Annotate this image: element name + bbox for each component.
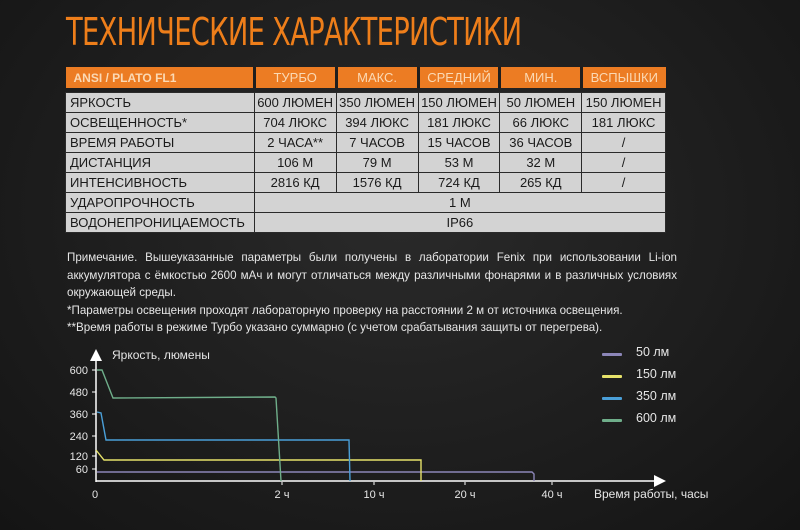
x-ticks: 0 2 ч 10 ч 20 ч 40 ч: [92, 482, 563, 501]
cell: 150 ЛЮМЕН: [581, 92, 666, 113]
svg-text:600: 600: [70, 365, 88, 377]
cell: 50 ЛЮМЕН: [499, 92, 583, 113]
table-row: ЯРКОСТЬ 600 ЛЮМЕН 350 ЛЮМЕН 150 ЛЮМЕН 50…: [65, 92, 666, 113]
series-600lm: [97, 369, 282, 482]
chart-legend: 50 лм 150 лм 350 лм 600 лм: [600, 345, 720, 433]
svg-text:0: 0: [92, 489, 98, 501]
row-label: ИНТЕНСИВНОСТЬ: [65, 172, 255, 193]
svg-text:480: 480: [70, 387, 88, 399]
table-row: ДИСТАНЦИЯ 106 М 79 М 53 М 32 М /: [65, 152, 666, 173]
header-turbo: ТУРБО: [254, 67, 338, 88]
spec-table: ANSI / PLATO FL1 ТУРБО МАКС. СРЕДНИЙ МИН…: [65, 67, 667, 233]
cell: 181 ЛЮКС: [581, 112, 666, 133]
cell: 66 ЛЮКС: [499, 112, 583, 133]
row-label: УДАРОПРОЧНОСТЬ: [65, 192, 255, 213]
cell: 265 КД: [499, 172, 583, 193]
cell: 1576 КД: [335, 172, 419, 193]
cell: 53 М: [417, 152, 501, 173]
cell: 2816 КД: [253, 172, 337, 193]
y-axis-arrow-icon: [90, 349, 102, 361]
table-row: УДАРОПРОЧНОСТЬ 1 М: [65, 192, 667, 213]
legend-item-350lm: 350 лм: [600, 389, 720, 411]
legend-swatch-icon: [602, 353, 622, 356]
y-axis-label: Яркость, люмены: [112, 348, 210, 362]
series-350lm: [96, 411, 351, 482]
row-label: ВОДОНЕПРОНИЦАЕМОСТЬ: [65, 212, 255, 233]
y-ticks: 600 480 360 240 120 60: [70, 365, 96, 476]
series-150lm: [95, 449, 422, 481]
cell: 32 М: [499, 152, 583, 173]
cell: /: [581, 132, 666, 153]
x-axis-label: Время работы, часы: [594, 487, 708, 501]
svg-text:2 ч: 2 ч: [275, 489, 290, 501]
x-axis: [96, 475, 666, 487]
svg-text:20 ч: 20 ч: [454, 489, 475, 501]
cell: 36 ЧАСОВ: [499, 132, 583, 153]
cell: 600 ЛЮМЕН: [253, 92, 337, 113]
cell: 2 ЧАСА**: [253, 132, 337, 153]
header-max: МАКС.: [336, 67, 420, 88]
legend-label: 50 лм: [636, 345, 670, 359]
runtime-chart: 600 480 360 240 120 60 0 2 ч 10 ч 20 ч 4…: [70, 348, 709, 501]
notes: Примечание. Вышеуказанные параметры были…: [67, 249, 677, 337]
legend-item-600lm: 600 лм: [600, 411, 720, 433]
cell: 350 ЛЮМЕН: [335, 92, 419, 113]
note-illuminance: *Параметры освещения проходят лабораторн…: [67, 303, 623, 317]
legend-swatch-icon: [602, 419, 622, 422]
svg-text:360: 360: [70, 409, 88, 421]
header-medium: СРЕДНИЙ: [418, 67, 502, 88]
legend-item-150lm: 150 лм: [600, 367, 720, 389]
merged-cell: IP66: [253, 212, 667, 233]
cell: 79 М: [335, 152, 419, 173]
svg-text:240: 240: [70, 431, 88, 443]
row-label: ДИСТАНЦИЯ: [65, 152, 255, 173]
legend-label: 600 лм: [636, 411, 677, 425]
svg-text:40 ч: 40 ч: [541, 489, 562, 501]
cell: 7 ЧАСОВ: [335, 132, 419, 153]
legend-label: 350 лм: [636, 389, 677, 403]
merged-cell: 1 М: [253, 192, 667, 213]
cell: 106 М: [253, 152, 337, 173]
y-axis: [90, 349, 102, 482]
cell: /: [581, 172, 666, 193]
x-axis-arrow-icon: [654, 475, 666, 487]
note-turbo: **Время работы в режиме Турбо указано су…: [67, 321, 603, 334]
cell: 150 ЛЮМЕН: [417, 92, 501, 113]
table-row: ВРЕМЯ РАБОТЫ 2 ЧАСА** 7 ЧАСОВ 15 ЧАСОВ 3…: [65, 132, 666, 153]
cell: 181 ЛЮКС: [417, 112, 501, 133]
cell: 394 ЛЮКС: [335, 112, 419, 133]
cell: 704 ЛЮКС: [253, 112, 337, 133]
cell: /: [581, 152, 666, 173]
page-title: ТЕХНИЧЕСКИЕ ХАРАКТЕРИСТИКИ: [66, 10, 522, 54]
series-50lm: [97, 471, 535, 481]
legend-label: 150 лм: [636, 367, 677, 381]
row-label: ОСВЕЩЕННОСТЬ*: [65, 112, 255, 133]
note-main: Примечание. Вышеуказанные параметры были…: [67, 251, 677, 299]
cell: 15 ЧАСОВ: [417, 132, 501, 153]
row-label: ЯРКОСТЬ: [65, 92, 255, 113]
legend-swatch-icon: [602, 397, 622, 400]
svg-text:10 ч: 10 ч: [363, 489, 384, 501]
table-row: ОСВЕЩЕННОСТЬ* 704 ЛЮКС 394 ЛЮКС 181 ЛЮКС…: [65, 112, 666, 133]
legend-item-50lm: 50 лм: [600, 345, 720, 367]
svg-text:60: 60: [76, 464, 88, 476]
table-row: ИНТЕНСИВНОСТЬ 2816 КД 1576 КД 724 КД 265…: [65, 172, 666, 193]
legend-swatch-icon: [602, 375, 622, 378]
svg-text:120: 120: [70, 451, 88, 463]
row-label: ВРЕМЯ РАБОТЫ: [65, 132, 255, 153]
header-standard: ANSI / PLATO FL1: [65, 67, 256, 88]
table-row: ВОДОНЕПРОНИЦАЕМОСТЬ IP66: [65, 212, 667, 233]
header-strobe: ВСПЫШКИ: [581, 67, 666, 88]
table-header-row: ANSI / PLATO FL1 ТУРБО МАКС. СРЕДНИЙ МИН…: [65, 67, 666, 88]
header-min: МИН.: [499, 67, 584, 88]
cell: 724 КД: [417, 172, 501, 193]
